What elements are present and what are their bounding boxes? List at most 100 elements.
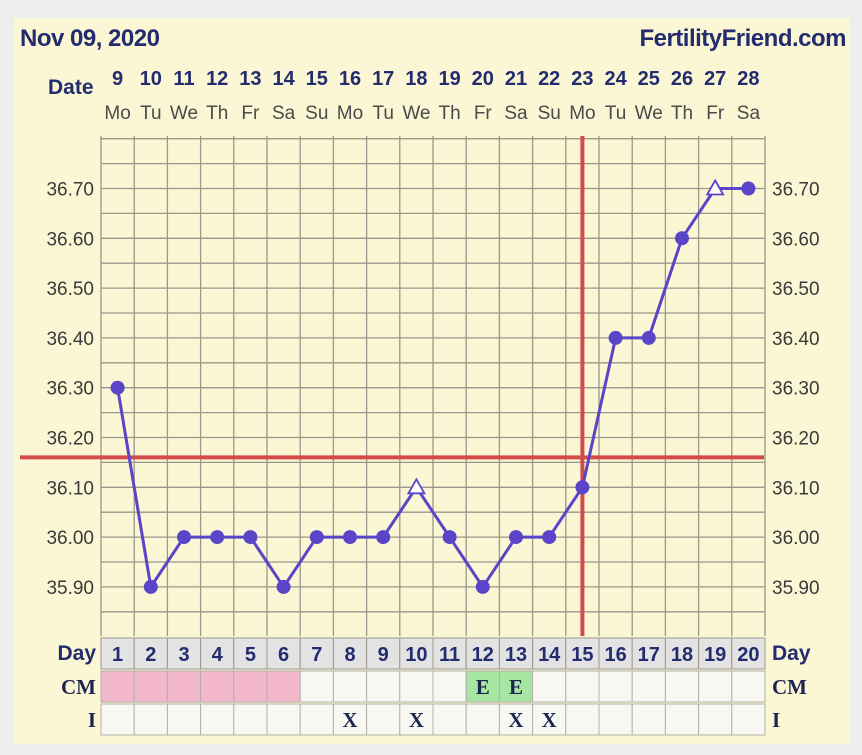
- weekday-label: Th: [671, 103, 693, 124]
- y-tick-label-right: 36.10: [772, 478, 820, 499]
- day-cell: [664, 637, 700, 670]
- weekday-label: Sa: [272, 103, 296, 124]
- row-cell: [166, 670, 202, 703]
- weekday-label: Sa: [504, 103, 528, 124]
- temperature-point: [442, 530, 457, 545]
- cycle-day-label: 2: [145, 644, 156, 666]
- y-tick-label-left: 36.10: [46, 478, 94, 499]
- row-cell: [266, 670, 301, 703]
- y-tick-label-left: 36.40: [46, 329, 94, 350]
- weekday-label: Su: [305, 103, 328, 124]
- y-tick-label-right: 36.00: [772, 528, 820, 549]
- row-cell: [532, 703, 567, 736]
- weekday-label: Fr: [474, 103, 493, 124]
- y-tick-label-right: 36.70: [772, 180, 820, 201]
- temperature-point: [376, 530, 391, 545]
- cycle-day-label: 15: [571, 644, 593, 666]
- cycle-day-label: 18: [671, 644, 693, 666]
- cycle-day-label: 6: [278, 644, 289, 666]
- cycle-day-label: 11: [439, 644, 460, 666]
- cycle-day-label: 13: [505, 644, 527, 666]
- date-label: 12: [206, 68, 228, 90]
- date-label: 19: [438, 68, 460, 90]
- row-cell: [432, 670, 467, 703]
- cycle-day-label: 16: [604, 644, 626, 666]
- row-cell: [332, 670, 368, 703]
- y-tick-label-left: 36.20: [46, 429, 94, 450]
- date-label: 9: [112, 68, 123, 90]
- weekday-label: Tu: [372, 103, 393, 124]
- row-cell: [498, 670, 534, 703]
- date-label: 22: [538, 68, 560, 90]
- row-cell: [631, 670, 666, 703]
- row-label-left: CM: [61, 675, 96, 699]
- day-cell: [698, 637, 733, 670]
- cycle-day-label: 17: [638, 644, 660, 666]
- cycle-day-label: 5: [245, 644, 256, 666]
- day-cell: [366, 637, 401, 670]
- row-cell: [598, 703, 633, 736]
- date-label: 27: [704, 68, 726, 90]
- day-cell: [532, 637, 567, 670]
- row-cell: [432, 703, 467, 736]
- cycle-day-label: 8: [344, 644, 355, 666]
- day-cell: [399, 637, 434, 670]
- date-label: 11: [173, 68, 194, 90]
- row-label-left: I: [88, 708, 96, 732]
- temperature-point: [542, 530, 557, 545]
- date-label: 16: [339, 68, 361, 90]
- row-cell: [366, 703, 401, 736]
- row-cell: [299, 703, 334, 736]
- y-tick-label-left: 36.00: [46, 528, 94, 549]
- date-label: 15: [306, 68, 328, 90]
- site-name: FertilityFriend.com: [639, 25, 846, 52]
- day-cell: [598, 637, 633, 670]
- weekday-label: We: [635, 103, 663, 124]
- row-cell: [565, 670, 600, 703]
- date-label: 25: [638, 68, 660, 90]
- day-cell: [233, 637, 268, 670]
- axis-labels: 9 10 11 12 13 14 15 16 17 18 19 20 21 22 23 24 25 26 27 28 M…: [46, 68, 819, 599]
- temperature-point: [575, 480, 590, 495]
- weekday-label: Th: [439, 103, 461, 124]
- row-cell: [698, 703, 733, 736]
- cycle-day-label: 9: [378, 644, 389, 666]
- y-tick-label-left: 36.60: [46, 229, 94, 250]
- temperature-point: [143, 579, 158, 594]
- cycle-day-label: 10: [405, 644, 427, 666]
- cycle-day-label: 1: [112, 644, 123, 666]
- temperature-series: [110, 178, 756, 594]
- row-cell-mark: E: [509, 675, 523, 699]
- date-label: 14: [272, 68, 295, 90]
- date-label: 26: [671, 68, 693, 90]
- weekday-label: Tu: [140, 103, 161, 124]
- row-cell: [200, 670, 235, 703]
- date-axis-label: Date: [48, 76, 94, 99]
- temperature-point: [741, 181, 756, 196]
- day-cell: [731, 637, 766, 670]
- row-cell: [731, 703, 766, 736]
- temperature-point: [177, 530, 191, 545]
- weekday-label: Mo: [569, 103, 595, 124]
- day-cell: [299, 637, 334, 670]
- day-row-label-right: Day: [772, 642, 811, 665]
- weekday-label: Mo: [337, 103, 363, 124]
- row-cell-mark: X: [342, 708, 357, 732]
- cycle-day-label: 4: [212, 644, 224, 666]
- weekday-label: Su: [538, 103, 561, 124]
- temperature-point: [110, 380, 125, 395]
- cycle-day-label: 19: [704, 644, 726, 666]
- weekday-label: We: [170, 103, 198, 124]
- y-tick-label-right: 36.40: [772, 329, 820, 350]
- chart-title: Nov 09, 2020: [20, 25, 160, 52]
- cycle-day-label: 7: [311, 644, 322, 666]
- row-cell: [399, 670, 434, 703]
- row-cell: [100, 703, 135, 736]
- row-cell: [565, 703, 600, 736]
- day-cell: [100, 637, 135, 670]
- weekday-label: Sa: [737, 103, 761, 124]
- row-label-right: CM: [772, 675, 807, 699]
- y-tick-label-right: 36.50: [772, 279, 820, 300]
- row-cell: [664, 670, 700, 703]
